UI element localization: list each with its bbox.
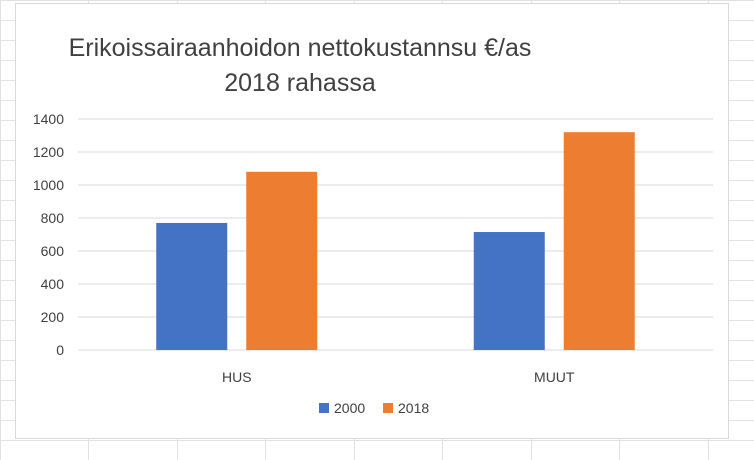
chart-title-line-2: 2018 rahassa xyxy=(224,69,376,97)
y-tick-label: 1400 xyxy=(33,111,64,127)
bar-2000-muut xyxy=(473,232,545,350)
legend-label-2018: 2018 xyxy=(398,400,429,416)
y-tick-label: 200 xyxy=(41,309,65,325)
y-tick-label: 400 xyxy=(41,276,65,292)
y-tick-label: 1000 xyxy=(33,177,64,193)
legend-label-2000: 2000 xyxy=(334,400,365,416)
legend-swatch-2018 xyxy=(383,403,393,413)
x-category-label: HUS xyxy=(222,369,252,385)
bar-2018-hus xyxy=(246,171,318,350)
y-tick-label: 0 xyxy=(56,342,64,358)
legend-swatch-2000 xyxy=(319,403,329,413)
chart-plot: 0 200 400 600 800 1000 1200 1400 HUS MUUT 2000 2018 xyxy=(33,111,713,416)
chart-title-line-1: Erikoissairaanhoidon nettokustannsu €/as xyxy=(68,34,532,62)
bar-2000-hus xyxy=(156,222,228,350)
y-tick-label: 1200 xyxy=(33,144,64,160)
bar-2018-muut xyxy=(563,132,635,350)
y-tick-label: 600 xyxy=(41,243,65,259)
x-category-label: MUUT xyxy=(534,369,575,385)
y-tick-label: 800 xyxy=(41,210,65,226)
chart-area[interactable]: Erikoissairaanhoidon nettokustannsu €/as… xyxy=(15,3,729,439)
